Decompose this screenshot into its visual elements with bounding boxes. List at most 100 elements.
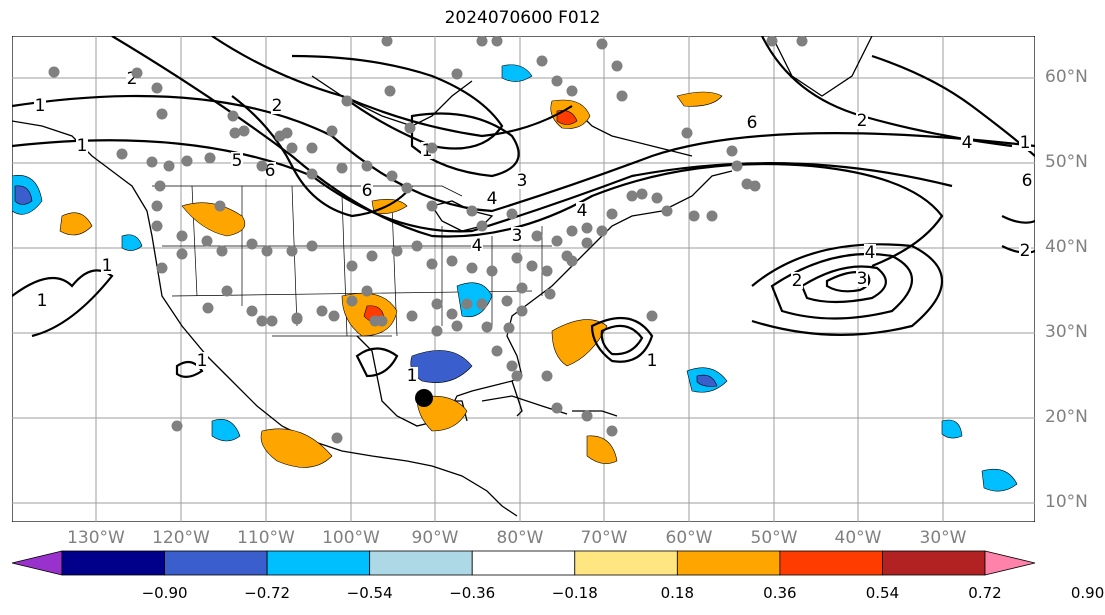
shade-neg-11: [941, 419, 963, 439]
station-dot: [154, 180, 166, 192]
shade-pos-11: [371, 199, 408, 214]
station-dot: [749, 180, 761, 192]
lon-label: 130°W: [67, 528, 125, 548]
station-dot: [404, 122, 416, 134]
lat-label: 50°N: [1045, 152, 1088, 172]
station-dot: [116, 148, 128, 160]
station-dot: [202, 302, 214, 314]
station-dot: [726, 145, 738, 157]
station-dot: [681, 127, 693, 139]
lon-label: 90°W: [411, 528, 459, 548]
contour-label: 2: [1020, 241, 1031, 261]
station-dot: [466, 205, 478, 217]
station-dot: [306, 168, 318, 180]
station-dot: [381, 36, 393, 47]
contour-label: 1: [407, 366, 418, 386]
station-dot: [238, 125, 250, 137]
station-dot: [606, 425, 618, 437]
lon-label: 120°W: [152, 528, 210, 548]
contour-label-bg: [856, 270, 868, 287]
contour-label: 1: [102, 256, 113, 276]
map-title: 2024070600 F012: [444, 8, 601, 28]
contour-label-bg: [864, 244, 876, 261]
station-dot: [328, 310, 340, 322]
shade-neg-6: [696, 374, 718, 387]
station-dot: [48, 66, 60, 78]
lon-label: 80°W: [496, 528, 544, 548]
shade-pos-1: [181, 202, 246, 237]
station-dot: [606, 208, 618, 220]
contour-label: 2: [127, 69, 138, 89]
station-dot: [151, 200, 163, 212]
station-dot: [346, 295, 358, 307]
station-dot: [551, 402, 563, 414]
map-frame: [12, 36, 1035, 522]
station-dot: [476, 36, 488, 47]
contour-label: 1: [647, 351, 658, 371]
lon-label: 50°W: [750, 528, 798, 548]
contour-label-bg: [36, 292, 48, 309]
station-dot: [466, 262, 478, 274]
contour-label: 6: [1022, 171, 1033, 191]
station-dot: [536, 55, 548, 67]
colorbar-under-arrow: [11, 550, 63, 576]
station-dot: [131, 67, 143, 79]
colorbar-tick-label: 0.90: [1070, 584, 1105, 602]
station-dot: [446, 308, 458, 320]
station-dot: [451, 320, 463, 332]
station-dots: [48, 36, 808, 444]
contour-label-bg: [271, 97, 283, 114]
contour-label: 1: [37, 291, 48, 311]
station-dot: [431, 325, 443, 337]
station-dot: [286, 245, 298, 257]
station-dot: [384, 85, 396, 97]
station-dot: [566, 85, 578, 97]
shade-pos-10: [59, 212, 93, 236]
station-dot: [636, 188, 648, 200]
colorbar-segment: [779, 550, 883, 576]
station-dot: [386, 170, 398, 182]
station-dot: [163, 160, 175, 172]
contour-label: 4: [487, 189, 498, 209]
great-lakes: [430, 200, 494, 232]
contour-label-bg: [516, 172, 528, 189]
station-dot: [531, 230, 543, 242]
colorbar: [11, 550, 1036, 576]
station-dot: [616, 90, 628, 102]
station-dot: [366, 250, 378, 262]
colorbar-segment: [882, 550, 986, 576]
station-dot: [551, 75, 563, 87]
station-dot: [566, 225, 578, 237]
station-dot: [516, 305, 528, 317]
colorbar-tick-label: −0.90: [141, 584, 188, 602]
contour-label: 1: [77, 136, 88, 156]
station-dot: [731, 160, 743, 172]
station-dot: [661, 205, 673, 217]
station-dot: [541, 370, 553, 382]
lat-label: 30°N: [1045, 322, 1088, 342]
contour-label-bg: [361, 182, 373, 199]
lon-label: 70°W: [580, 528, 628, 548]
station-dot: [326, 125, 338, 137]
station-dot: [401, 182, 413, 194]
station-dot: [526, 260, 538, 272]
contour-label-bg: [511, 227, 523, 244]
contour-label-bg: [34, 97, 46, 114]
station-dot: [566, 255, 578, 267]
lon-label: 30°W: [919, 528, 967, 548]
colorbar-segment: [61, 550, 165, 576]
storm-center-marker: [415, 389, 433, 407]
contour-label-bg: [406, 367, 418, 384]
station-dot: [503, 322, 515, 334]
station-dot: [201, 235, 213, 247]
shade-pos-12: [676, 91, 723, 107]
contour-label-bg: [1019, 134, 1031, 151]
station-dot: [426, 258, 438, 270]
colorbar-tick-label: −0.72: [244, 584, 291, 602]
contour-label-bg: [101, 257, 113, 274]
shade-neg-7: [211, 419, 241, 442]
station-dot: [336, 162, 348, 174]
west-coast: [12, 120, 518, 517]
contour-label: 3: [517, 171, 528, 191]
